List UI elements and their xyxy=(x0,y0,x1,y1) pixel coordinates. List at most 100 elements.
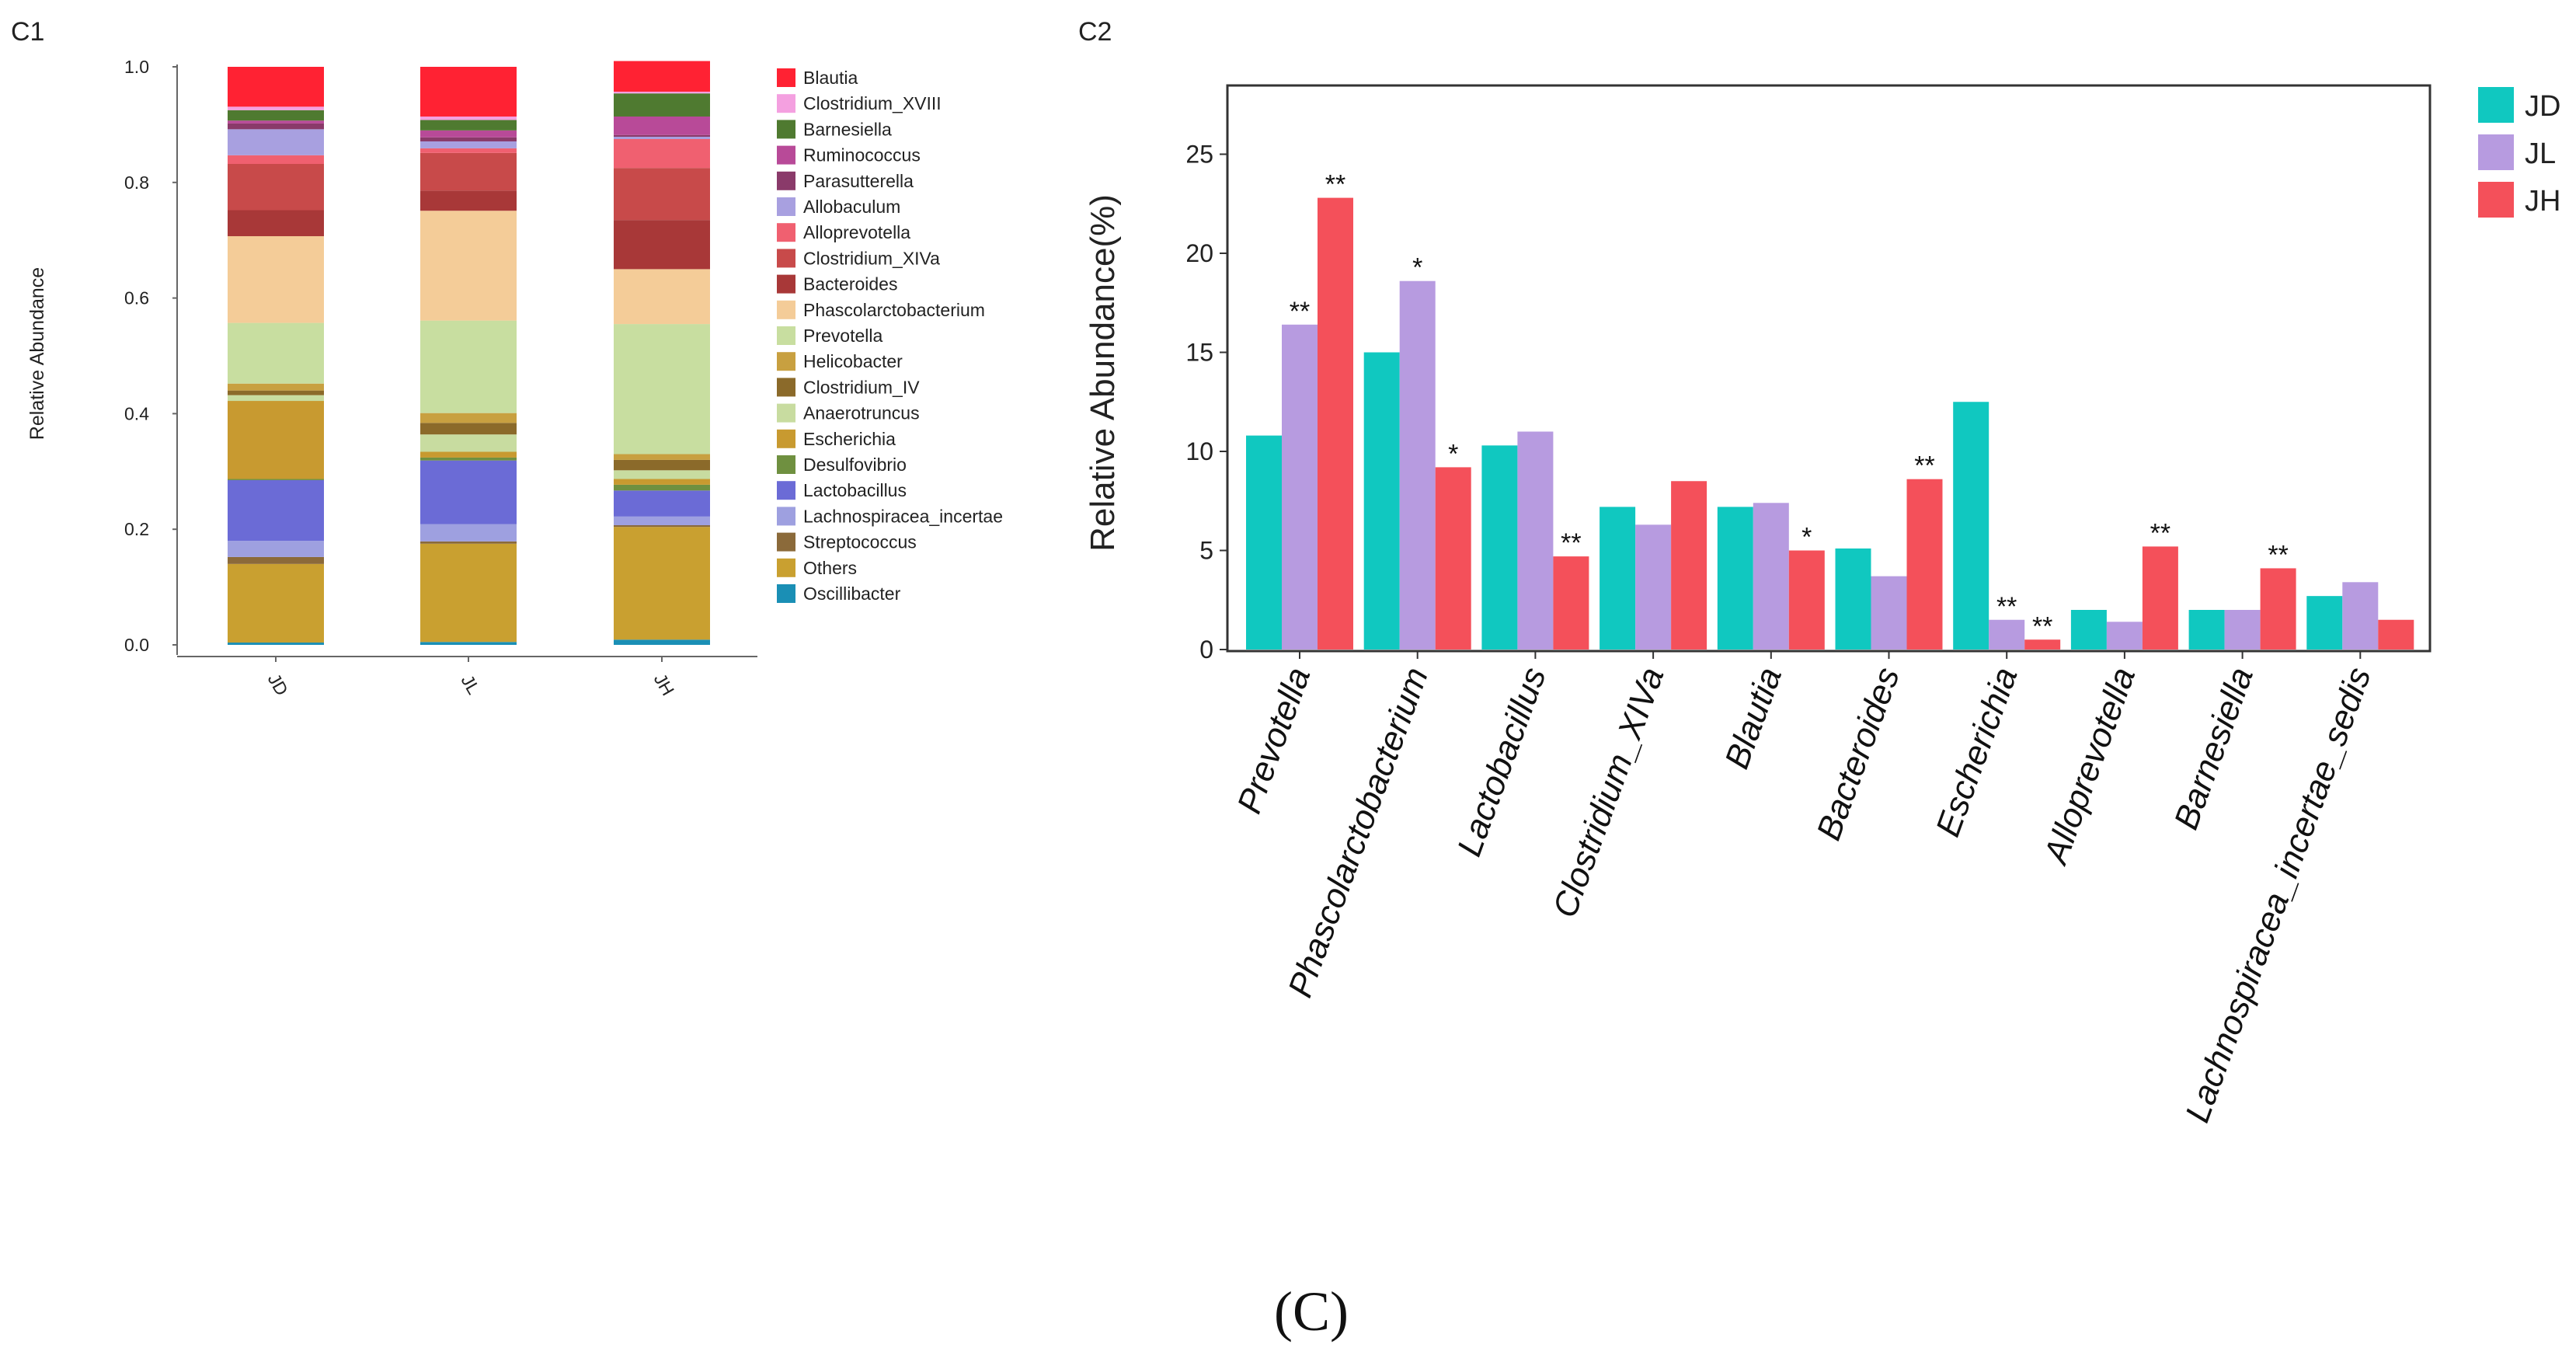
c1-legend-label: Blautia xyxy=(803,68,858,88)
c1-legend-label: Streptococcus xyxy=(803,532,917,552)
c1-legend-item-clostridium-iv: Clostridium_IV xyxy=(777,377,920,397)
c2-group-phascolarctobacterium xyxy=(1363,280,1471,650)
c2-y-tick-label: 25 xyxy=(1185,141,1213,169)
c1-segment-bacteroides xyxy=(614,220,710,270)
c2-legend-item-jl: JL xyxy=(2478,134,2556,170)
c1-legend-label: Anaerotruncus xyxy=(803,403,920,423)
c1-y-tick-label: 0.4 xyxy=(124,403,149,423)
c2-bar-jh-escherichia xyxy=(2024,639,2061,650)
c2-significance-mark: ** xyxy=(1914,451,1934,481)
c2-legend-label: JD xyxy=(2525,90,2560,123)
c1-segment-prevotella xyxy=(420,320,517,413)
c1-legend-swatch xyxy=(777,94,795,113)
c1-legend-label: Oscillibacter xyxy=(803,583,901,604)
c1-legend-label: Helicobacter xyxy=(803,351,903,371)
c1-legend-label: Barnesiella xyxy=(803,119,892,139)
c2-y-ticks: 0 5 10 15 20 25 xyxy=(1185,141,1227,664)
c1-segment-escherichia xyxy=(420,451,517,458)
c1-segment-helicobacter xyxy=(614,454,710,460)
c1-legend-label: Desulfovibrio xyxy=(803,455,907,475)
c2-x-tick-label: Clostridium_XIVa xyxy=(1546,663,1672,923)
c1-legend-label: Clostridium_IV xyxy=(803,377,920,397)
c1-segment-lachnospiracea-incertae xyxy=(420,524,517,542)
c1-bar-jl xyxy=(420,67,517,645)
c1-legend-swatch xyxy=(777,455,795,474)
c1-x-ticks: JD JL JH xyxy=(264,657,679,699)
c2-y-tick-label: 10 xyxy=(1185,437,1213,465)
c2-significance-mark: * xyxy=(1412,253,1422,283)
c1-segment-others xyxy=(614,527,710,640)
c1-segment-helicobacter xyxy=(228,383,324,391)
c1-segment-bacteroides xyxy=(420,190,517,211)
c1-legend-label: Lachnospiracea_incertae xyxy=(803,506,1003,526)
c2-x-tick-label: Escherichia xyxy=(1929,663,2025,841)
c1-segment-escherichia xyxy=(614,479,710,485)
c2-bar-jd-barnesiella xyxy=(2188,610,2225,650)
c1-segment-parasutterella xyxy=(420,137,517,141)
c2-group-lachnospiracea-incertae-sedis xyxy=(2306,582,2414,650)
c1-segment-escherichia xyxy=(228,401,324,479)
c1-x-tick-label: JH xyxy=(650,670,679,698)
c1-legend-swatch xyxy=(777,558,795,577)
c2-significance-mark: * xyxy=(1448,439,1458,468)
c2-group-alloprevotella xyxy=(2070,546,2178,650)
c1-segment-parasutterella xyxy=(614,134,710,138)
c1-legend-label: Lactobacillus xyxy=(803,480,907,500)
c1-legend-label: Parasutterella xyxy=(803,171,914,191)
c1-legend-item-ruminococcus: Ruminococcus xyxy=(777,145,921,165)
c2-x-tick-label: Alloprevotella xyxy=(2036,663,2143,871)
c1-y-tick-label: 0.0 xyxy=(124,635,149,655)
c1-segment-lachnospiracea-incertae xyxy=(614,516,710,525)
c1-segment-lachnospiracea-incertae xyxy=(228,541,324,557)
c1-segment-allobaculum xyxy=(614,137,710,139)
c1-segment-clostridium-xiva xyxy=(614,168,710,221)
c2-x-tick-label: Blautia xyxy=(1718,663,1789,774)
c1-legend-swatch xyxy=(777,481,795,500)
c1-segment-oscillibacter xyxy=(420,642,517,645)
c1-legend-swatch xyxy=(777,274,795,294)
c1-legend-label: Alloprevotella xyxy=(803,222,910,242)
c1-y-ticks: 0.0 0.2 0.4 0.6 0.8 1.0 xyxy=(124,57,177,655)
c2-bar-jh-bacteroides xyxy=(1906,479,1943,650)
c1-legend-swatch xyxy=(777,145,795,165)
c1-segment-oscillibacter xyxy=(614,639,710,645)
c2-y-tick-label: 0 xyxy=(1199,636,1213,664)
c1-segment-lactobacillus xyxy=(228,479,324,542)
c1-bar-jh xyxy=(614,61,710,645)
c2-significance-mark: ** xyxy=(1561,528,1581,558)
c1-legend-label: Escherichia xyxy=(803,429,896,449)
stacked-bar-chart-c1: C1 Relative Abundance 0.0 0.2 0.4 0.6 0.8 1.0… xyxy=(11,17,1003,699)
c1-segment-bacteroides xyxy=(228,210,324,236)
c1-bar-jd xyxy=(228,67,324,645)
c1-bars xyxy=(228,61,710,645)
c1-segment-alloprevotella xyxy=(420,148,517,153)
c1-segment-streptococcus xyxy=(420,541,517,544)
c1-segment-clostridium-xviii xyxy=(228,106,324,110)
c2-bar-jl-bacteroides xyxy=(1871,576,1907,650)
c1-legend-swatch xyxy=(777,197,795,216)
c1-legend-swatch xyxy=(777,326,795,345)
c1-segment-anaerotruncus xyxy=(420,434,517,452)
c2-bar-jh-lachnospiracea-incertae-sedis xyxy=(2378,619,2414,650)
c1-legend-swatch xyxy=(777,378,795,397)
c1-legend-item-phascolarctobacterium: Phascolarctobacterium xyxy=(777,300,985,320)
c2-bars xyxy=(1246,197,2414,650)
c2-bar-jl-blautia xyxy=(1753,503,1789,650)
c2-bar-jd-alloprevotella xyxy=(2070,610,2107,650)
c2-bar-jl-lactobacillus xyxy=(1517,431,1554,650)
c1-segment-desulfovibrio xyxy=(420,457,517,461)
c1-legend-swatch xyxy=(777,249,795,268)
c2-bar-jh-clostridium-xiva xyxy=(1671,481,1707,650)
c2-y-tick-label: 20 xyxy=(1185,239,1213,267)
c1-legend-swatch xyxy=(777,532,795,552)
c2-legend-swatch xyxy=(2478,134,2514,170)
c1-segment-oscillibacter xyxy=(228,643,324,645)
c1-segment-allobaculum xyxy=(420,141,517,148)
c2-bar-jh-alloprevotella xyxy=(2142,546,2178,650)
c1-legend-swatch xyxy=(777,584,795,603)
c1-segment-anaerotruncus xyxy=(614,470,710,479)
c2-bar-jl-prevotella xyxy=(1282,324,1318,650)
c2-x-tick-label: Phascolarctobacterium xyxy=(1281,663,1436,1002)
c1-segment-helicobacter xyxy=(420,413,517,423)
